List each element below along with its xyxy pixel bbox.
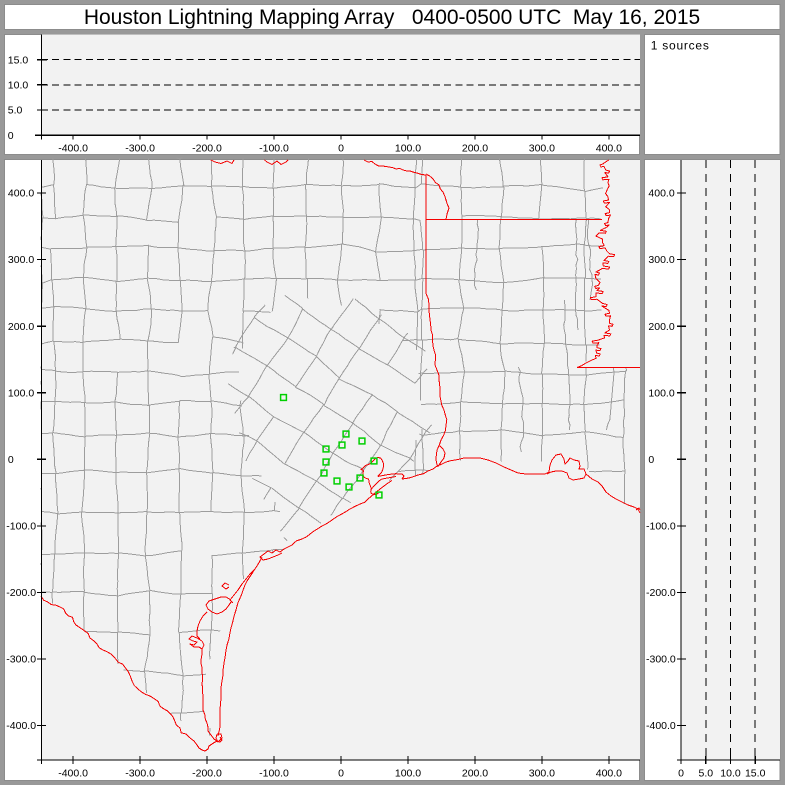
svg-text:-200.0: -200.0: [6, 587, 36, 599]
svg-text:-100.0: -100.0: [259, 768, 289, 780]
svg-text:-300.0: -300.0: [646, 654, 676, 666]
svg-text:400.0: 400.0: [596, 143, 622, 155]
svg-text:100.0: 100.0: [395, 768, 421, 780]
svg-text:400.0: 400.0: [8, 188, 34, 200]
svg-text:-400.0: -400.0: [58, 768, 88, 780]
svg-text:-200.0: -200.0: [646, 587, 676, 599]
svg-text:400.0: 400.0: [648, 188, 674, 200]
svg-text:100.0: 100.0: [395, 143, 421, 155]
svg-text:0: 0: [678, 768, 684, 780]
svg-text:-300.0: -300.0: [125, 768, 155, 780]
svg-text:5.0: 5.0: [698, 768, 713, 780]
svg-text:-400.0: -400.0: [6, 720, 36, 732]
svg-text:-100.0: -100.0: [646, 521, 676, 533]
svg-text:400.0: 400.0: [596, 768, 622, 780]
svg-text:10.0: 10.0: [720, 768, 741, 780]
svg-text:15.0: 15.0: [8, 54, 29, 66]
svg-text:-300.0: -300.0: [6, 654, 36, 666]
svg-text:-100.0: -100.0: [259, 143, 289, 155]
svg-text:-300.0: -300.0: [125, 143, 155, 155]
svg-text:-400.0: -400.0: [646, 720, 676, 732]
svg-text:0: 0: [648, 454, 654, 466]
svg-text:10.0: 10.0: [8, 79, 29, 91]
svg-text:-400.0: -400.0: [58, 143, 88, 155]
svg-text:-200.0: -200.0: [192, 768, 222, 780]
svg-text:200.0: 200.0: [462, 768, 488, 780]
svg-text:200.0: 200.0: [648, 321, 674, 333]
svg-text:15.0: 15.0: [745, 768, 766, 780]
svg-text:1 sources: 1 sources: [651, 38, 710, 52]
svg-text:100.0: 100.0: [8, 387, 34, 399]
svg-text:300.0: 300.0: [8, 254, 34, 266]
svg-text:-200.0: -200.0: [192, 143, 222, 155]
svg-text:100.0: 100.0: [648, 387, 674, 399]
svg-text:300.0: 300.0: [529, 143, 555, 155]
svg-text:300.0: 300.0: [648, 254, 674, 266]
svg-text:5.0: 5.0: [8, 105, 23, 117]
svg-text:200.0: 200.0: [462, 143, 488, 155]
svg-text:300.0: 300.0: [529, 768, 555, 780]
svg-text:0: 0: [8, 454, 14, 466]
svg-text:0: 0: [338, 143, 344, 155]
svg-text:-100.0: -100.0: [6, 521, 36, 533]
svg-text:Houston Lightning Mapping Arra: Houston Lightning Mapping Array 0400-050…: [84, 6, 700, 29]
svg-text:0: 0: [8, 130, 14, 142]
svg-text:200.0: 200.0: [8, 321, 34, 333]
svg-text:0: 0: [338, 768, 344, 780]
